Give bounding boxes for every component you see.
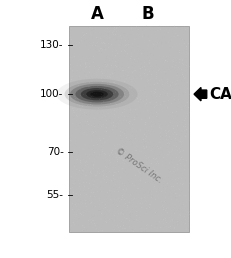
Ellipse shape (86, 90, 108, 98)
Text: 130-: 130- (40, 40, 64, 50)
Ellipse shape (70, 84, 124, 104)
Text: CASK: CASK (210, 87, 231, 102)
Ellipse shape (65, 82, 129, 107)
Bar (69, 26, 189, 232)
Text: B: B (142, 5, 154, 23)
Ellipse shape (75, 86, 119, 102)
Ellipse shape (90, 92, 104, 97)
Text: © ProSci Inc.: © ProSci Inc. (114, 146, 164, 184)
Text: 100-: 100- (40, 89, 64, 99)
Text: A: A (91, 5, 103, 23)
FancyArrow shape (194, 87, 207, 101)
Text: 55-: 55- (46, 190, 64, 200)
Text: 70-: 70- (47, 147, 64, 157)
Ellipse shape (56, 79, 137, 110)
Ellipse shape (81, 88, 113, 100)
